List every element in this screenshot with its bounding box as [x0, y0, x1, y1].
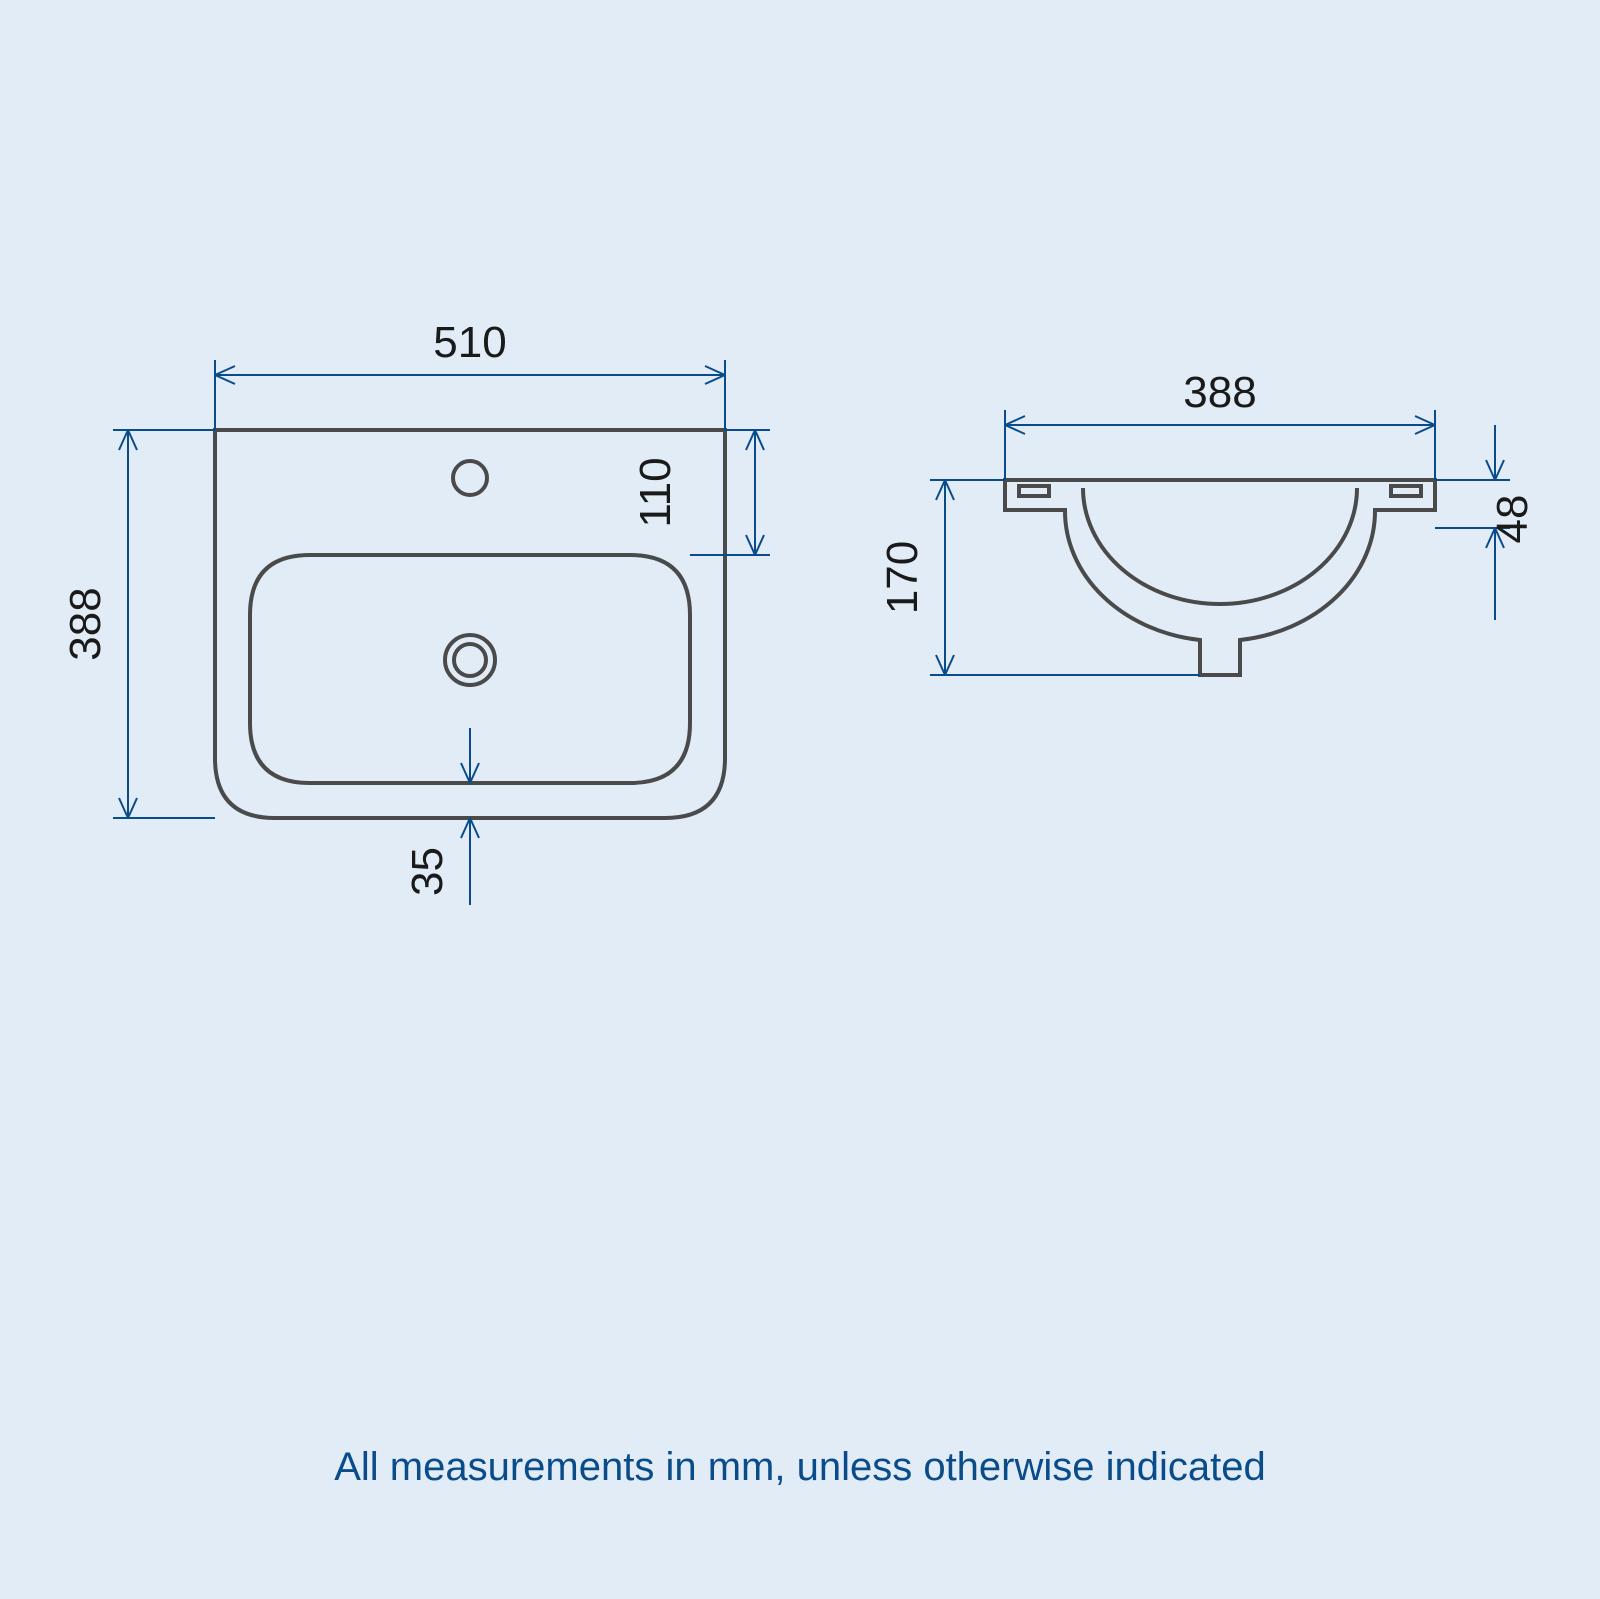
dim-tap-110: 110 [631, 457, 680, 527]
dim-width-510: 510 [433, 318, 506, 367]
tap-hole [453, 461, 487, 495]
technical-drawing: 5103881101103538817048All measurements i… [0, 0, 1600, 1599]
footer-note: All measurements in mm, unless otherwise… [334, 1445, 1266, 1489]
dim-lip-35: 35 [403, 847, 452, 896]
dim-side-388: 388 [1183, 368, 1256, 417]
dim-side-170: 170 [878, 541, 927, 614]
dim-side-48: 48 [1488, 495, 1537, 544]
basin-side-outline [1005, 480, 1435, 675]
dim-height-388: 388 [61, 587, 110, 660]
